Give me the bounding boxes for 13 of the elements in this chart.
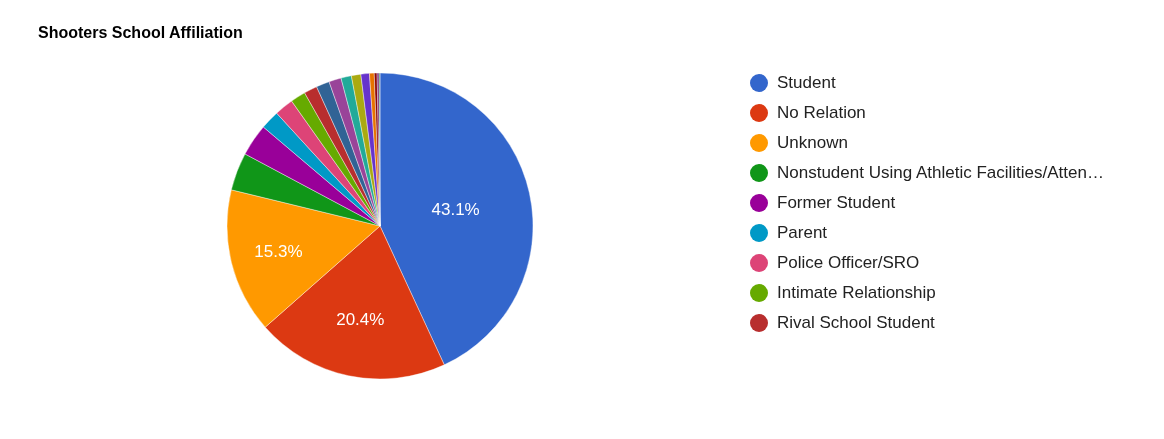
legend-label: Former Student	[777, 193, 896, 213]
legend-label: Rival School Student	[777, 313, 935, 333]
data-label: 43.1%	[431, 199, 480, 219]
legend-label: Intimate Relationship	[777, 283, 936, 303]
legend-label: Student	[777, 73, 836, 93]
data-label: 15.3%	[254, 241, 303, 261]
legend-label: Police Officer/SRO	[777, 253, 920, 273]
legend-label: No Relation	[777, 103, 866, 123]
legend-label: Unknown	[777, 133, 848, 153]
chart-title: Shooters School Affiliation	[38, 23, 243, 41]
legend-label: Nonstudent Using Athletic Facilities/Atten…	[777, 163, 1104, 183]
legend-label: Parent	[777, 223, 828, 243]
data-label: 20.4%	[336, 310, 385, 330]
